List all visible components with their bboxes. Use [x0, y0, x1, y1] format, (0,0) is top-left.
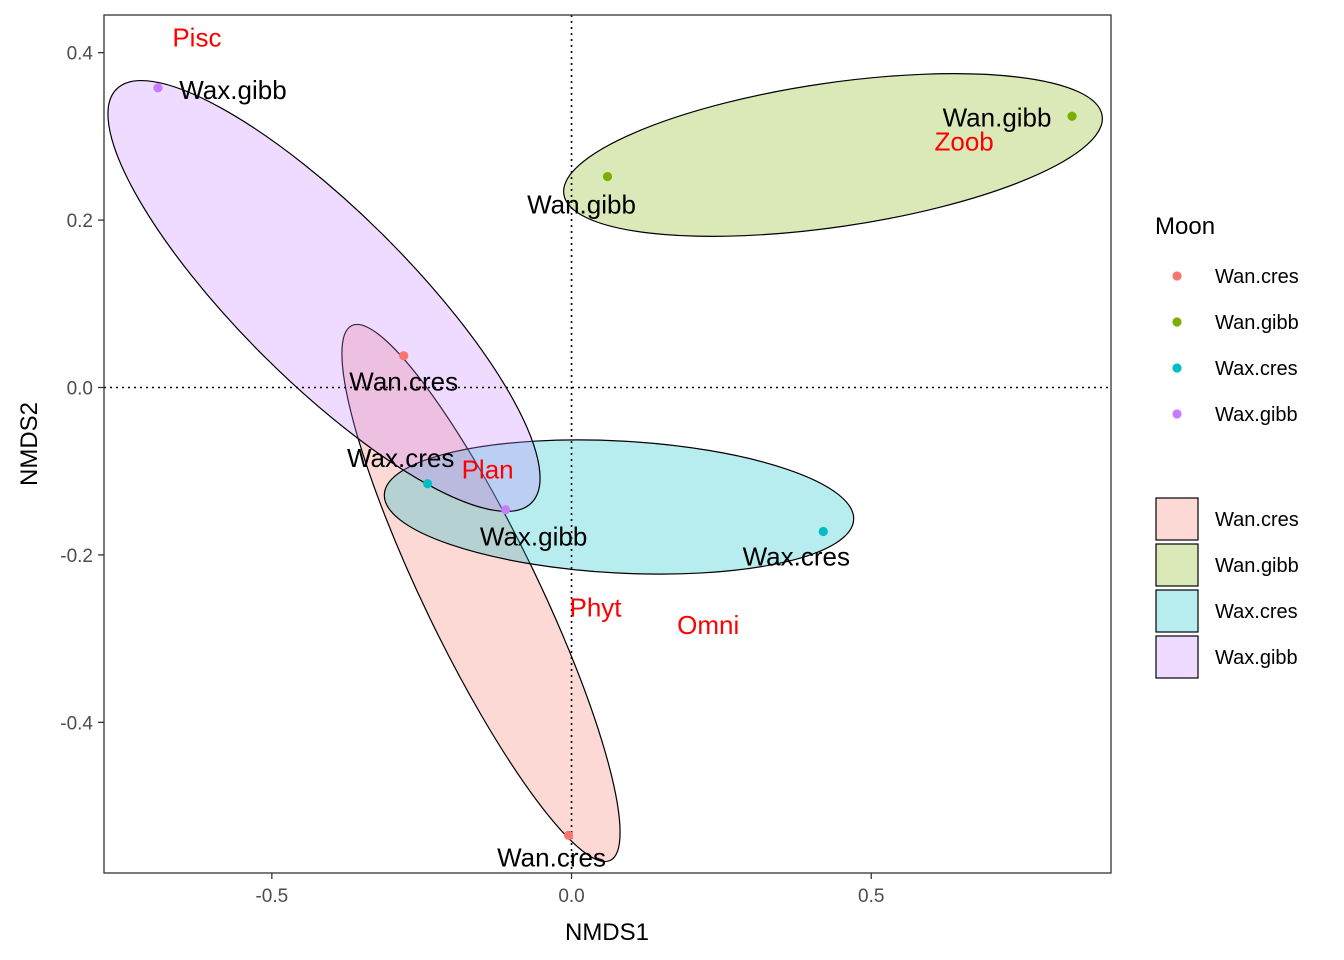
point-label: Wax.gibb	[179, 75, 286, 105]
legend-fill-label: Wax.cres	[1215, 601, 1298, 623]
point-label: Wax.gibb	[480, 522, 587, 552]
x-axis: -0.5 0.0 0.5	[255, 873, 884, 907]
reference-lines	[104, 15, 1111, 873]
legend-fill-wax-gibb	[1155, 635, 1199, 679]
point-wan-gibb	[1067, 111, 1077, 121]
legend-fill-label: Wan.cres	[1215, 509, 1299, 531]
x-tick-label: -0.5	[255, 886, 288, 907]
point-wan-gibb	[602, 171, 613, 182]
legend-title: Moon	[1155, 213, 1215, 240]
legend-fill-wan-cres	[1155, 497, 1199, 541]
point-wax-gibb	[153, 83, 163, 93]
ellipse-wax-cres	[383, 439, 855, 575]
legend-point-label: Wan.gibb	[1215, 312, 1299, 334]
y-axis: -0.4 -0.2 0.0 0.2 0.4	[60, 44, 104, 734]
group-label-pisc: Pisc	[172, 23, 221, 53]
legend: Moon Wan.cres Wan.gibb Wax.cres Wax.gibb Wan…	[1155, 213, 1299, 679]
x-tick-label: 0.0	[558, 886, 584, 907]
y-axis-title: NMDS2	[16, 402, 43, 486]
confidence-ellipses	[107, 73, 1103, 863]
legend-point-wan-cres	[1172, 271, 1182, 281]
y-tick-label: 0.4	[67, 44, 94, 65]
group-label-zoob: Zoob	[935, 126, 994, 156]
x-tick-label: 0.5	[858, 886, 884, 907]
legend-point-wax-gibb	[1172, 409, 1182, 419]
group-label-omni: Omni	[677, 610, 739, 640]
legend-fill-label: Wax.gibb	[1215, 647, 1298, 669]
point-label: Wan.cres	[349, 367, 458, 397]
legend-point-label: Wax.gibb	[1215, 404, 1298, 426]
data-points	[153, 83, 1077, 840]
ellipse-wan-gibb	[563, 73, 1103, 237]
y-tick-label: 0.2	[67, 211, 93, 232]
y-tick-label: -0.2	[60, 546, 93, 567]
point-wax-gibb	[501, 505, 511, 515]
legend-fill-wax-cres	[1155, 589, 1199, 633]
point-label: Wan.gibb	[943, 102, 1052, 132]
point-wax-cres	[423, 479, 433, 489]
group-label-phyt: Phyt	[569, 593, 622, 623]
point-label: Wan.gibb	[527, 190, 636, 220]
legend-fill-wan-gibb	[1155, 543, 1199, 587]
legend-fill-label: Wan.gibb	[1215, 555, 1299, 577]
legend-point-label: Wax.cres	[1215, 358, 1298, 380]
point-wan-cres	[399, 351, 409, 361]
legend-point-wan-gibb	[1172, 317, 1182, 327]
point-label: Wax.cres	[743, 541, 850, 571]
y-tick-label: -0.4	[60, 713, 93, 734]
legend-point-wax-cres	[1172, 363, 1182, 373]
point-label: Wan.cres	[497, 842, 606, 872]
ellipse-wan-cres	[341, 323, 621, 863]
point-wan-cres	[563, 830, 574, 840]
legend-point-label: Wan.cres	[1215, 266, 1299, 288]
point-labels: Wan.cres Wan.cres Wan.gibb Wan.gibb Wax.cres…	[179, 75, 1051, 873]
point-wax-cres	[818, 526, 828, 537]
panel-background	[104, 15, 1111, 873]
group-label-plan: Plan	[462, 455, 514, 485]
y-tick-label: 0.0	[67, 378, 93, 399]
ellipse-wax-gibb	[107, 79, 541, 513]
panel-border	[103, 14, 1112, 874]
group-labels: Pisc Zoob Plan Phyt Omni	[172, 23, 993, 641]
point-label: Wax.cres	[347, 443, 454, 473]
x-axis-title: NMDS1	[565, 919, 649, 946]
